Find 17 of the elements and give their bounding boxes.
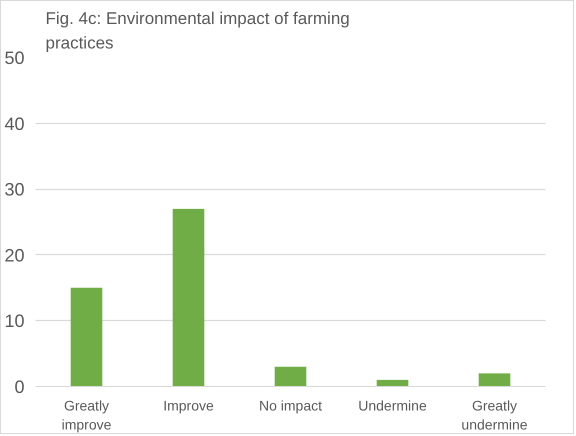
- y-tick-label: 50: [4, 48, 25, 68]
- x-tick-label: Greatly undermine: [461, 398, 528, 433]
- x-tick-label: Undermine: [358, 398, 427, 414]
- x-tick-label: Improve: [163, 398, 214, 414]
- y-tick-label: 40: [4, 114, 25, 134]
- chart-title: Fig. 4c: Environmental impact of farming practices: [46, 8, 350, 52]
- bar: [172, 208, 204, 386]
- bar: [376, 380, 408, 386]
- y-tick-label: 20: [4, 245, 25, 266]
- bar: [70, 288, 102, 386]
- y-tick-label: 30: [4, 180, 25, 200]
- bar: [478, 373, 510, 386]
- x-tick-label: Greatly improve: [62, 398, 112, 433]
- x-tick-label: No impact: [258, 398, 322, 414]
- y-tick-label: 10: [4, 311, 25, 332]
- y-tick-label: 0: [14, 377, 25, 397]
- bar: [274, 366, 306, 386]
